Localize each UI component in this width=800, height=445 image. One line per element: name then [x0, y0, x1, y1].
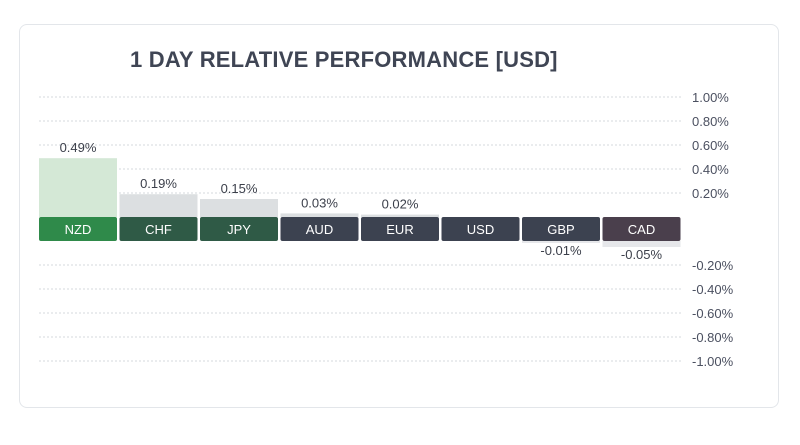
bar-jpy	[200, 199, 278, 217]
x-tick-label: EUR	[386, 222, 413, 237]
data-label: -0.01%	[540, 243, 582, 258]
category-strip-gbp	[522, 217, 600, 241]
category-strip-usd	[441, 217, 520, 241]
category-strip-nzd	[39, 217, 117, 241]
x-tick-label: CAD	[628, 222, 655, 237]
bar-nzd	[39, 158, 117, 217]
bar-eur	[361, 214, 439, 217]
data-label: 0.49%	[60, 140, 97, 155]
category-strip-jpy	[200, 217, 278, 241]
category-strip-chf	[119, 217, 198, 241]
y-tick-label: 1.00%	[692, 90, 729, 105]
y-tick-label: 0.20%	[692, 186, 729, 201]
data-label: 0.02%	[382, 197, 419, 212]
data-label: 0.03%	[301, 195, 338, 210]
x-tick-label: CHF	[145, 222, 172, 237]
chart-title: 1 DAY RELATIVE PERFORMANCE [USD]	[130, 47, 558, 72]
x-tick-label: AUD	[306, 222, 333, 237]
y-tick-label: -0.40%	[692, 282, 734, 297]
x-tick-label: USD	[467, 222, 494, 237]
category-strip-eur	[361, 217, 439, 241]
bar-aud	[280, 213, 359, 217]
x-tick-label: NZD	[65, 222, 92, 237]
y-tick-label: -0.60%	[692, 306, 734, 321]
x-tick-label: JPY	[227, 222, 251, 237]
y-tick-label: 0.40%	[692, 162, 729, 177]
category-strip-cad	[602, 217, 681, 241]
y-tick-label: 0.80%	[692, 114, 729, 129]
y-tick-label: -0.20%	[692, 258, 734, 273]
bar-cad	[602, 241, 681, 247]
bar-chf	[119, 194, 198, 217]
x-tick-label: GBP	[547, 222, 574, 237]
data-label: 0.19%	[140, 176, 177, 191]
data-label: -0.05%	[621, 247, 663, 262]
y-tick-label: -0.80%	[692, 330, 734, 345]
bar-gbp	[522, 241, 600, 243]
y-tick-label: -1.00%	[692, 354, 734, 369]
data-label: 0.15%	[221, 181, 258, 196]
y-tick-label: 0.60%	[692, 138, 729, 153]
category-strip-aud	[280, 217, 359, 241]
